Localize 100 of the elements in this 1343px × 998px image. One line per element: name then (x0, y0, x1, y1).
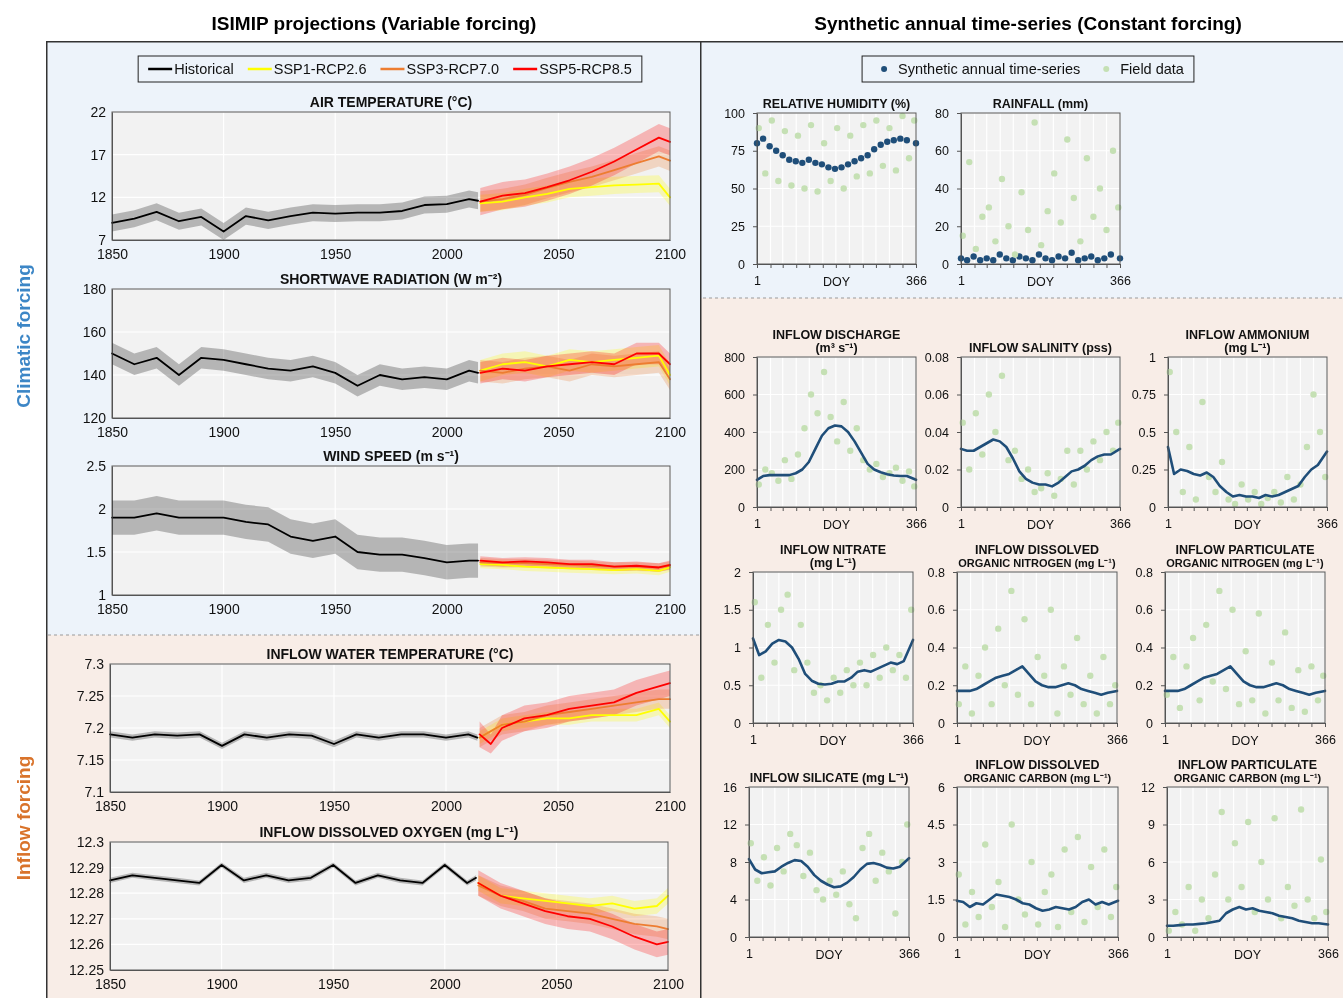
x-tick-label: 1950 (320, 600, 352, 617)
chart-title: INFLOW AMMONIUM (mg L⁻¹) (1185, 327, 1310, 355)
chart-title: INFLOW SALINITY (pss) (969, 341, 1112, 355)
x-tick-label: 2000 (430, 797, 463, 814)
x-axis-title: DOY (1233, 518, 1262, 532)
y-tick-label: 6 (938, 780, 946, 795)
x-tick-label: 366 (903, 732, 924, 747)
x-tick-label: 2050 (542, 797, 575, 814)
y-tick-label: 0.8 (927, 565, 946, 580)
y-tick-label: 0 (734, 716, 742, 731)
x-tick-label: 366 (1315, 732, 1336, 747)
y-tick-label: 160 (82, 323, 107, 340)
y-tick-label: 0 (938, 716, 946, 731)
chart-title: INFLOW DISCHARGE (m³ s⁻¹) (772, 327, 901, 355)
y-tick-label: 0 (1146, 716, 1154, 731)
y-tick-label: 0.06 (924, 388, 950, 402)
x-tick-label: 366 (899, 946, 920, 961)
text: Synthetic annual time-series (Constant forcing) (814, 13, 1242, 34)
y-tick-label: 60 (935, 144, 950, 159)
y-tick-label: 3 (938, 855, 946, 870)
x-tick-label: 1950 (320, 423, 352, 440)
y-tick-label: 16 (723, 780, 738, 795)
y-tick-label: 600 (724, 388, 746, 402)
x-axis-title: DOY (1233, 948, 1262, 962)
x-tick-label: 1850 (96, 423, 129, 440)
x-tick-label: 2100 (654, 245, 687, 262)
chart-title: WIND SPEED (m s⁻¹) (323, 448, 459, 464)
y-tick-label: 17 (90, 146, 107, 163)
x-tick-label: 2100 (654, 423, 687, 440)
x-tick-label: 366 (1110, 273, 1131, 288)
x-axis-title: DOY (822, 518, 851, 532)
y-tick-label: 1 (734, 641, 742, 655)
x-axis-title: DOY (1026, 275, 1055, 289)
x-tick-label: 2050 (543, 245, 575, 262)
x-tick-label: 2050 (541, 975, 573, 992)
chart-title: AIR TEMPERATURE (°C) (309, 94, 473, 110)
x-tick-label: 1 (754, 273, 762, 288)
chart-title: INFLOW WATER TEMPERATURE (°C) (266, 646, 514, 662)
x-axis-title: DOY (822, 275, 851, 289)
chart-title: INFLOW DISSOLVED ORGANIC CARBON (mg L⁻¹) (963, 757, 1112, 784)
x-tick-label: 1900 (208, 600, 240, 617)
legend-label: SSP1-RCP2.6 (273, 61, 367, 77)
x-tick-label: 1 (958, 273, 966, 288)
y-tick-label: 7.15 (76, 751, 105, 768)
y-tick-label: 0.6 (1135, 603, 1154, 618)
x-tick-label: 1900 (208, 245, 240, 262)
y-tick-label: 9 (1148, 818, 1156, 832)
x-tick-label: 2050 (543, 600, 575, 617)
y-tick-label: 12.27 (68, 910, 105, 927)
y-tick-label: 2 (98, 500, 107, 517)
chart-title: RAINFALL (mm) (992, 97, 1089, 111)
y-tick-label: 22 (90, 103, 107, 120)
y-tick-label: 12 (1141, 780, 1156, 795)
x-tick-label: 1 (954, 732, 962, 747)
x-tick-label: 1900 (206, 975, 238, 992)
y-tick-label: 200 (724, 463, 746, 477)
x-tick-label: 1850 (96, 600, 129, 617)
y-tick-label: 800 (724, 350, 746, 365)
x-tick-label: 366 (1107, 732, 1128, 747)
y-tick-label: 0.08 (924, 350, 950, 365)
y-tick-label: 12 (723, 818, 738, 832)
y-tick-label: 1.5 (86, 543, 107, 560)
y-tick-label: 3 (1148, 893, 1156, 907)
legend-label: SSP3-RCP7.0 (406, 61, 500, 77)
y-tick-label: 0.2 (927, 678, 946, 693)
y-tick-label: 180 (82, 280, 107, 297)
y-tick-label: 2.5 (86, 457, 107, 474)
x-tick-label: 1 (958, 516, 966, 531)
chart-title: INFLOW DISSOLVED OXYGEN (mg L⁻¹) (259, 824, 519, 840)
y-tick-label: 7.25 (76, 687, 105, 704)
x-tick-label: 366 (1108, 946, 1129, 961)
y-tick-label: 0.75 (1131, 388, 1157, 402)
y-tick-label: 1.5 (927, 893, 946, 907)
y-tick-label: 7.2 (84, 719, 105, 736)
y-tick-label: 12.28 (68, 885, 105, 902)
y-tick-label: 0.8 (1135, 565, 1154, 580)
x-tick-label: 2100 (654, 797, 687, 814)
y-tick-label: 100 (724, 106, 746, 121)
x-tick-label: 1 (750, 732, 758, 747)
legend-label: Field data (1120, 61, 1185, 77)
x-tick-label: 1900 (206, 797, 239, 814)
x-tick-label: 366 (1110, 516, 1131, 531)
y-tick-label: 1 (1149, 350, 1157, 365)
chart-title: INFLOW PARTICULATE ORGANIC NITROGEN (mg L⁻¹) (1166, 542, 1325, 569)
y-tick-label: 0 (738, 257, 746, 272)
y-tick-label: 50 (731, 182, 746, 196)
x-axis-title: DOY (819, 734, 848, 748)
x-tick-label: 1950 (320, 245, 352, 262)
y-tick-label: 8 (730, 855, 738, 870)
x-axis-title: DOY (1023, 948, 1052, 962)
y-tick-label: 400 (724, 425, 746, 440)
x-tick-label: 366 (906, 273, 927, 288)
y-tick-label: 0.02 (924, 463, 950, 477)
y-tick-label: 0.04 (924, 425, 950, 440)
y-tick-label: 0.4 (927, 641, 946, 655)
x-tick-label: 1850 (94, 975, 127, 992)
x-tick-label: 366 (1318, 946, 1339, 961)
y-tick-label: 0 (938, 930, 946, 945)
y-tick-label: 0 (1149, 500, 1157, 515)
text: Inflow forcing (13, 755, 34, 881)
